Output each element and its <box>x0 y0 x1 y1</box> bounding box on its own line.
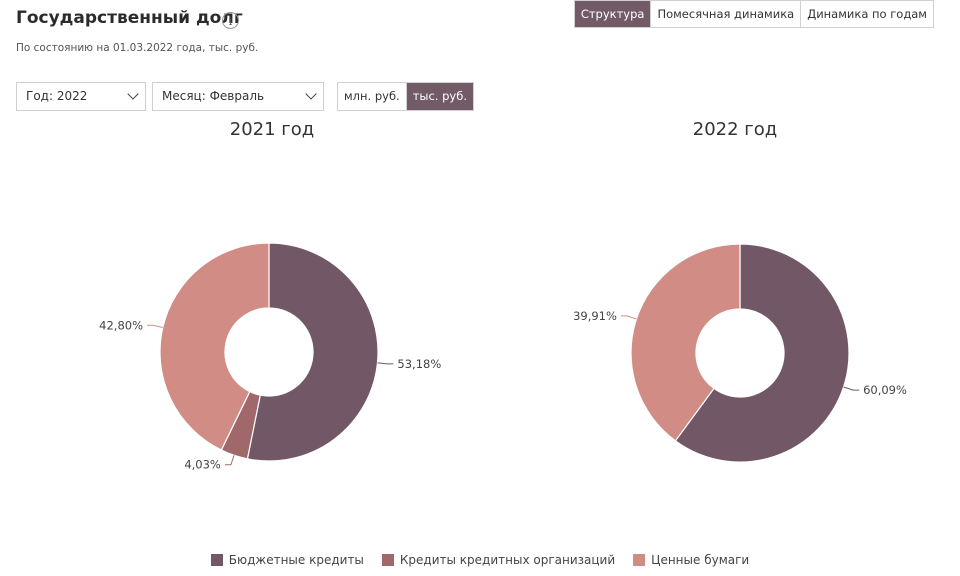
page-title: Государственный долг <box>16 8 243 28</box>
donut-slice-0-0[interactable] <box>246 242 379 462</box>
unit-thousands-button[interactable]: тыс. руб. <box>405 83 473 110</box>
unit-millions-button[interactable]: млн. руб. <box>338 83 406 110</box>
slice-data-label: 4,03% <box>184 458 221 472</box>
donut-slice-1-1[interactable] <box>630 243 741 442</box>
slice-leader-line <box>843 386 860 391</box>
slice-leader-line <box>224 455 235 466</box>
legend-label: Кредиты кредитных организаций <box>399 553 616 567</box>
month-select-value: Месяц: Февраль <box>162 89 265 103</box>
chart-legend: Бюджетные кредиты Кредиты кредитных орга… <box>0 553 960 567</box>
month-select[interactable]: Месяц: Февраль <box>152 82 324 111</box>
page-subtitle: По состоянию на 01.03.2022 года, тыс. ру… <box>16 42 259 54</box>
chart-title-2022: 2022 год <box>692 119 778 140</box>
slice-data-label: 39,91% <box>573 309 617 323</box>
legend-label: Ценные бумаги <box>651 553 750 567</box>
info-icon[interactable]: i <box>222 12 239 29</box>
slice-data-label: 60,09% <box>863 383 907 397</box>
legend-item-securities[interactable]: Ценные бумаги <box>633 553 749 567</box>
slice-data-label: 42,80% <box>99 318 143 332</box>
legend-label: Бюджетные кредиты <box>228 553 364 567</box>
slice-leader-line <box>377 362 394 365</box>
year-select[interactable]: Год: 2022 <box>16 82 146 111</box>
tab-structure[interactable]: Структура <box>574 1 651 27</box>
slice-leader-line <box>620 315 637 320</box>
tab-yearly-dynamics[interactable]: Динамика по годам <box>800 1 933 27</box>
legend-item-budget-credits[interactable]: Бюджетные кредиты <box>210 553 364 567</box>
legend-swatch <box>633 554 646 566</box>
unit-toggle: млн. руб. тыс. руб. <box>337 82 474 111</box>
legend-swatch <box>210 554 223 566</box>
year-select-value: Год: 2022 <box>26 89 88 103</box>
view-tabs: Структура Помесячная динамика Динамика п… <box>573 0 934 28</box>
donut-slice-0-2[interactable] <box>159 242 270 451</box>
slice-data-label: 53,18% <box>397 357 441 371</box>
slice-leader-line <box>147 324 163 329</box>
chart-title-2021: 2021 год <box>229 119 315 140</box>
tab-monthly-dynamics[interactable]: Помесячная динамика <box>650 1 801 27</box>
legend-item-bank-credits[interactable]: Кредиты кредитных организаций <box>381 553 616 567</box>
donut-slice-1-0[interactable] <box>674 243 850 463</box>
legend-swatch <box>381 554 394 566</box>
